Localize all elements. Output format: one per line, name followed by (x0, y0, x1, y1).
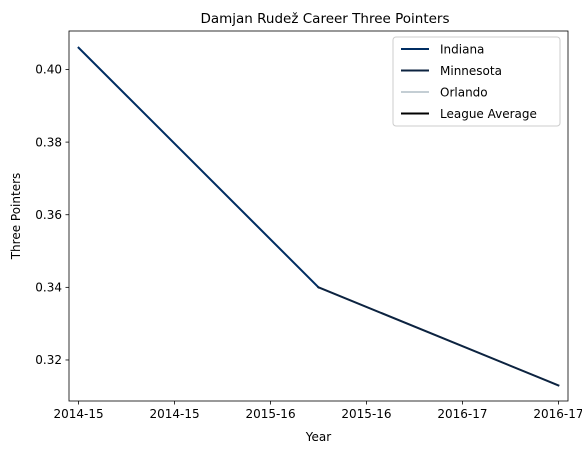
x-axis-label: Year (305, 430, 331, 444)
x-tick-label: 2016-17 (533, 407, 582, 421)
plot-frame (68, 30, 569, 402)
legend-label: League Average (440, 107, 537, 121)
legend-label: Indiana (440, 42, 484, 56)
series-line-minnesota (317, 286, 560, 387)
legend: Indiana Minnesota Orlando League Average (392, 36, 561, 127)
x-tick-label: 2014-15 (149, 407, 199, 421)
chart-title: Damjan Rudež Career Three Pointers (200, 11, 449, 27)
legend-label: Orlando (440, 85, 488, 99)
y-tick-label: 0.36 (35, 208, 62, 222)
y-tick-label: 0.32 (35, 353, 62, 367)
x-tick-label: 2016-17 (437, 407, 487, 421)
legend-label: Minnesota (440, 64, 502, 78)
y-tick-label: 0.38 (35, 135, 62, 149)
x-axis: 2014-15 2014-15 2015-16 2015-16 2016-17 2016-… (54, 401, 582, 421)
y-axis-label: Three Pointers (9, 173, 23, 261)
y-tick-label: 0.40 (35, 63, 62, 77)
y-axis: 0.32 0.34 0.36 0.38 0.40 (35, 63, 69, 367)
x-tick-label: 2015-16 (245, 407, 295, 421)
x-tick-label: 2015-16 (341, 407, 391, 421)
series-line-indiana (77, 46, 320, 289)
x-tick-label: 2014-15 (54, 407, 104, 421)
legend-box (392, 36, 561, 127)
y-tick-label: 0.34 (35, 281, 62, 295)
plot-area (68, 30, 569, 402)
